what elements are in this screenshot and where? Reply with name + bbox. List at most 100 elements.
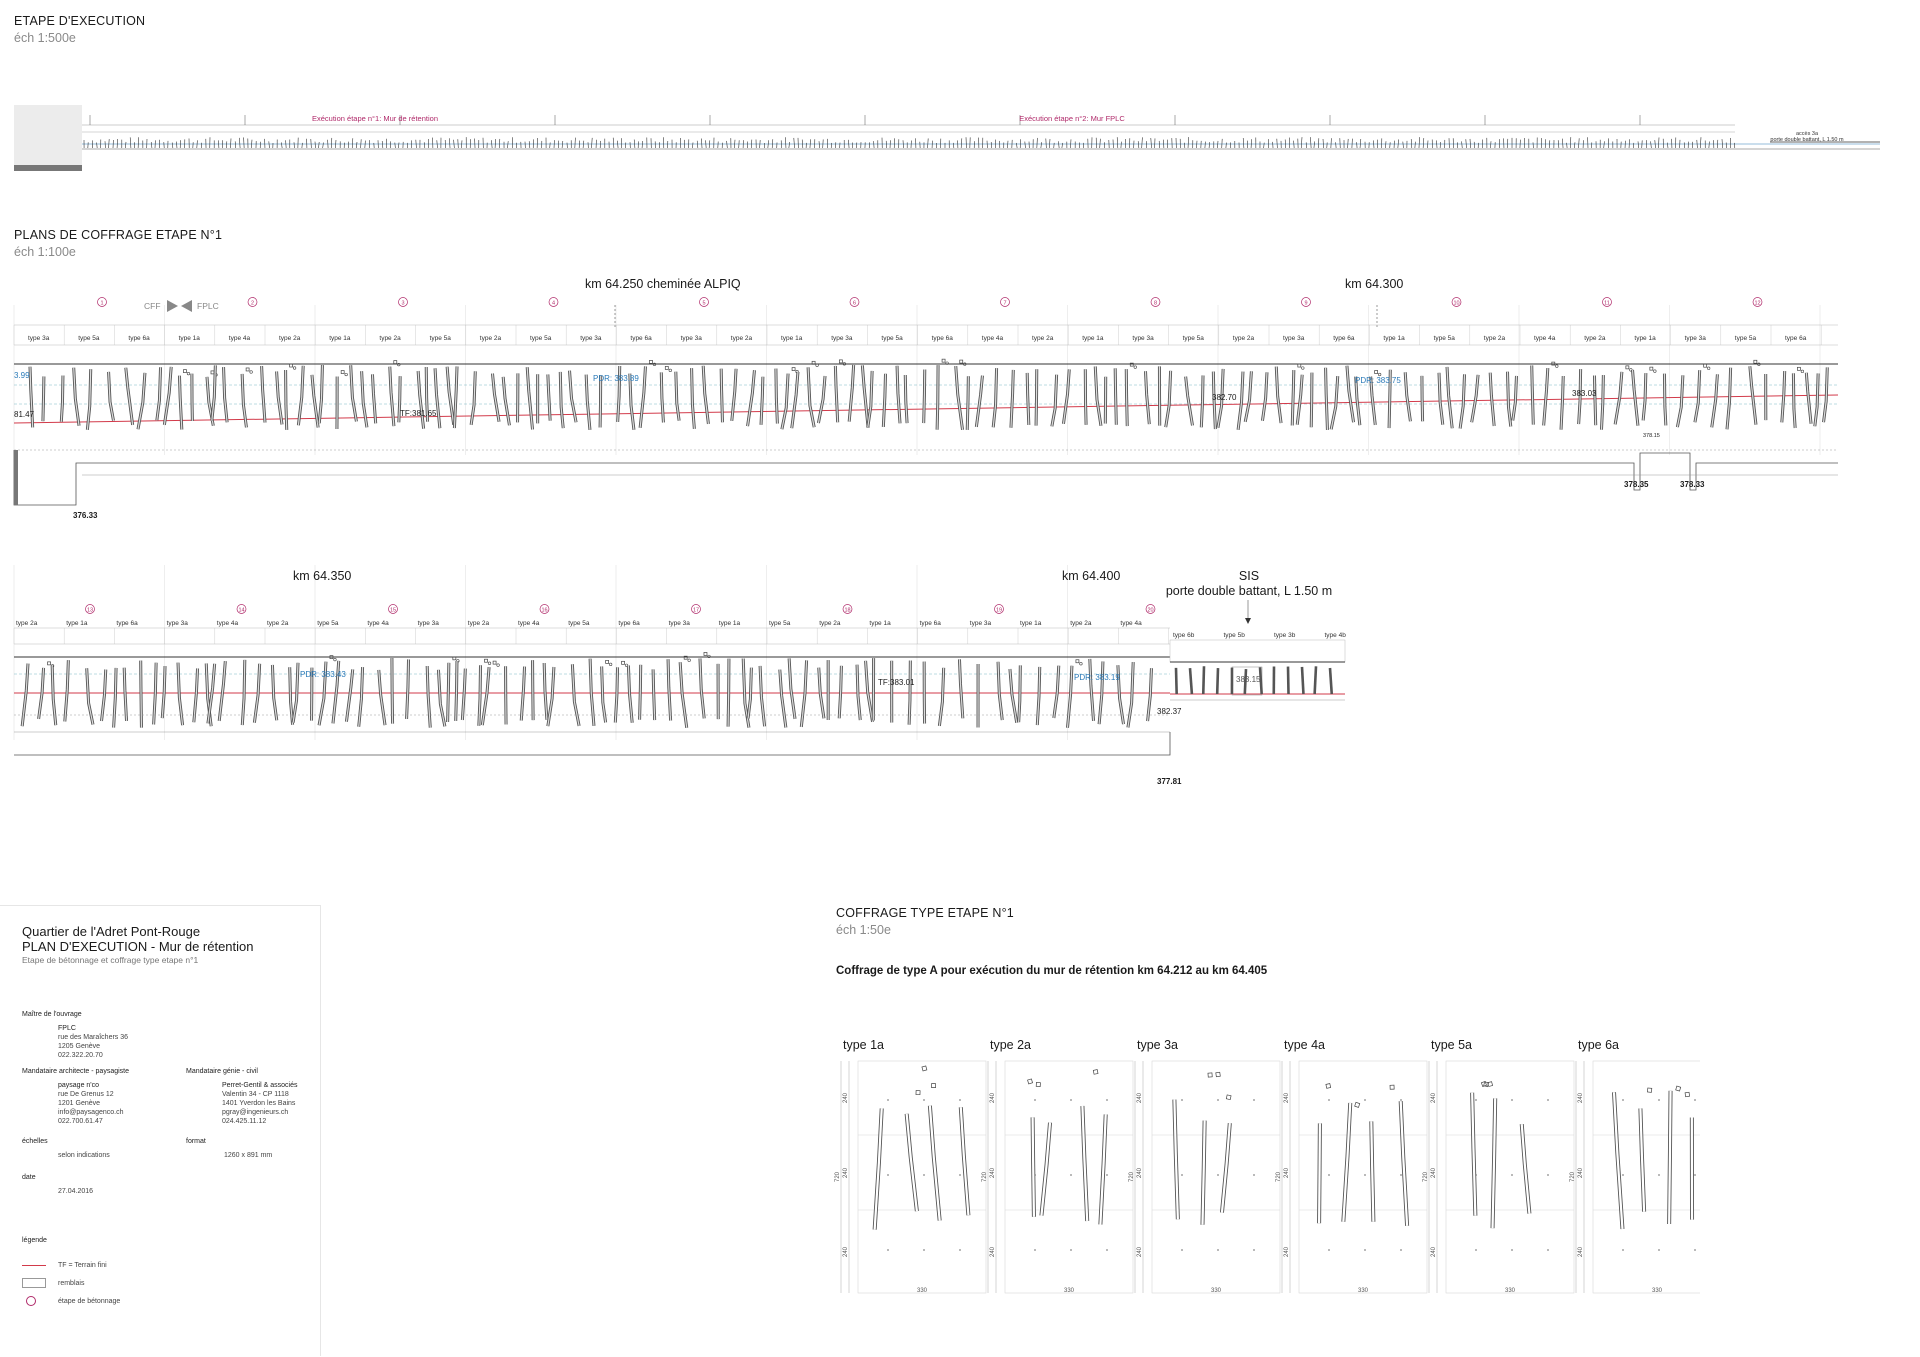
type-label: type 4a	[518, 620, 540, 627]
type-label: type 5a	[1735, 335, 1757, 342]
exec-stroke	[1045, 138, 1047, 149]
wall-mark	[47, 661, 51, 666]
exec-stroke	[1436, 140, 1438, 149]
wall-stroke-inner	[113, 667, 117, 728]
tb-owner-label: Maître de l'ouvrage	[22, 1011, 82, 1018]
tb-project: Quartier de l'Adret Pont-Rouge	[22, 924, 201, 939]
wall-stroke-inner	[1026, 372, 1030, 425]
type-label: type 3a	[418, 620, 440, 627]
exec-stroke	[243, 137, 245, 149]
wall-mark	[292, 366, 297, 370]
dimension-label: 240	[1431, 1092, 1437, 1103]
row2-pdr-383-19: PDR: 383.19	[1074, 673, 1120, 682]
panel-wall-inner	[1317, 1123, 1321, 1224]
tb-architect-line: 022.700.61.47	[58, 1118, 103, 1125]
wall-stroke-inner	[547, 666, 555, 727]
tb-owner-line: rue des Maraîchers 36	[58, 1034, 129, 1041]
wall-stroke	[1243, 669, 1248, 695]
wall-mark	[609, 662, 613, 667]
wall-stroke-inner	[571, 664, 580, 727]
exec-stroke	[960, 138, 963, 149]
plans-scale: éch 1:100e	[14, 245, 76, 259]
panel-mark	[915, 1090, 921, 1096]
exec-stroke	[726, 140, 728, 149]
dimension-label: 720	[1129, 1171, 1135, 1182]
dimension-label: 720	[1276, 1171, 1282, 1182]
stage-circle: 11	[1602, 297, 1612, 307]
wall-stroke-inner	[73, 367, 80, 426]
panel-wall-inner	[1399, 1101, 1409, 1226]
wall-mark	[703, 652, 708, 656]
panel-wall-inner	[1471, 1092, 1477, 1216]
exec-stroke	[927, 138, 929, 149]
row2-level-382-37: 382.37	[1157, 707, 1182, 716]
wall-mark	[1629, 368, 1633, 372]
exec-stroke	[788, 141, 790, 149]
strip-note-2: porte double battant, L 1.50 m	[1770, 137, 1844, 143]
wall-stroke-inner	[318, 365, 324, 424]
dimension-label: 240	[843, 1092, 849, 1103]
type-label: type 2a	[1233, 335, 1255, 342]
wall-stroke-inner	[1009, 668, 1018, 723]
dimension-label: 240	[1284, 1246, 1290, 1257]
type-panel-label: type 1a	[843, 1038, 884, 1052]
stage-circle-ring	[1752, 297, 1763, 307]
dimension-label: 720	[835, 1171, 841, 1182]
exec-stroke	[218, 140, 220, 149]
wall-stroke-inner	[1726, 367, 1732, 430]
type-label: type 3a	[167, 620, 189, 627]
wall-stroke-inner	[345, 669, 354, 722]
wall-mark	[333, 658, 337, 662]
stage-circle-ring	[1602, 297, 1612, 307]
wall-stroke-inner	[818, 667, 825, 719]
type-panel-label: type 3a	[1137, 1038, 1178, 1052]
stage-circle-ring	[699, 297, 709, 307]
type-label: type 3a	[970, 620, 992, 627]
exec-stroke	[1058, 141, 1060, 149]
type-label: type 3a	[1685, 335, 1707, 342]
tb-engineer-label: Mandataire génie - civil	[186, 1068, 258, 1075]
anchor-dot	[1475, 1099, 1477, 1101]
strip-note-1: accès 3a	[1796, 131, 1819, 137]
row2-wall-strokes	[20, 652, 1334, 728]
tb-scales-label: échelles	[22, 1138, 48, 1145]
wall-stroke-inner	[156, 367, 162, 421]
type-label: type 2a	[480, 335, 502, 342]
wall-stroke-inner	[391, 658, 394, 724]
wall-mark	[1703, 363, 1708, 368]
wall-stroke-inner	[405, 659, 410, 719]
wall-mark	[496, 663, 500, 667]
stage-circle: 17	[691, 604, 701, 614]
exec-stroke	[582, 140, 585, 149]
wall-stroke-inner	[21, 663, 29, 727]
exec-stroke	[1683, 142, 1686, 149]
type-label: type 1a	[1020, 620, 1042, 627]
exec-stroke	[1490, 141, 1492, 149]
dimension-label: 330	[1211, 1288, 1222, 1294]
wall-stroke-inner	[1291, 370, 1295, 426]
wall-stroke-inner	[1749, 366, 1757, 425]
panel-mark	[1684, 1091, 1690, 1098]
wall-stroke-inner	[455, 661, 458, 721]
stage-circle: 18	[842, 604, 853, 614]
exec-stroke	[1557, 140, 1560, 149]
wall-mark	[649, 360, 653, 364]
row1-level-383-99: 3.99	[14, 371, 30, 380]
exec-stroke	[1137, 141, 1140, 149]
exec-stroke	[1708, 141, 1710, 149]
exec-stroke	[150, 141, 153, 149]
type-b-label: type 3b	[1274, 632, 1296, 639]
row1-stage-circles: 1 2 3 4 5 6 7 8 9 10 11 12	[97, 297, 1763, 307]
dimension-label: 330	[1064, 1288, 1075, 1294]
exec-stroke	[1603, 141, 1605, 149]
tb-engineer-line: 1401 Yverdon les Bains	[222, 1100, 296, 1107]
type-label: type 6a	[1333, 335, 1355, 342]
stage-circle-label: 1	[100, 301, 103, 307]
dimension-label: 720	[1570, 1171, 1576, 1182]
wall-stroke-inner	[1614, 371, 1623, 425]
wall-stroke-inner	[261, 366, 266, 423]
wall-mark	[621, 660, 625, 665]
wall-stroke-inner	[358, 667, 364, 727]
panel-wall-inner	[1342, 1102, 1352, 1222]
row1-type-labels: type 3a type 5a type 6a type 1a type 4a type …	[28, 335, 1807, 342]
